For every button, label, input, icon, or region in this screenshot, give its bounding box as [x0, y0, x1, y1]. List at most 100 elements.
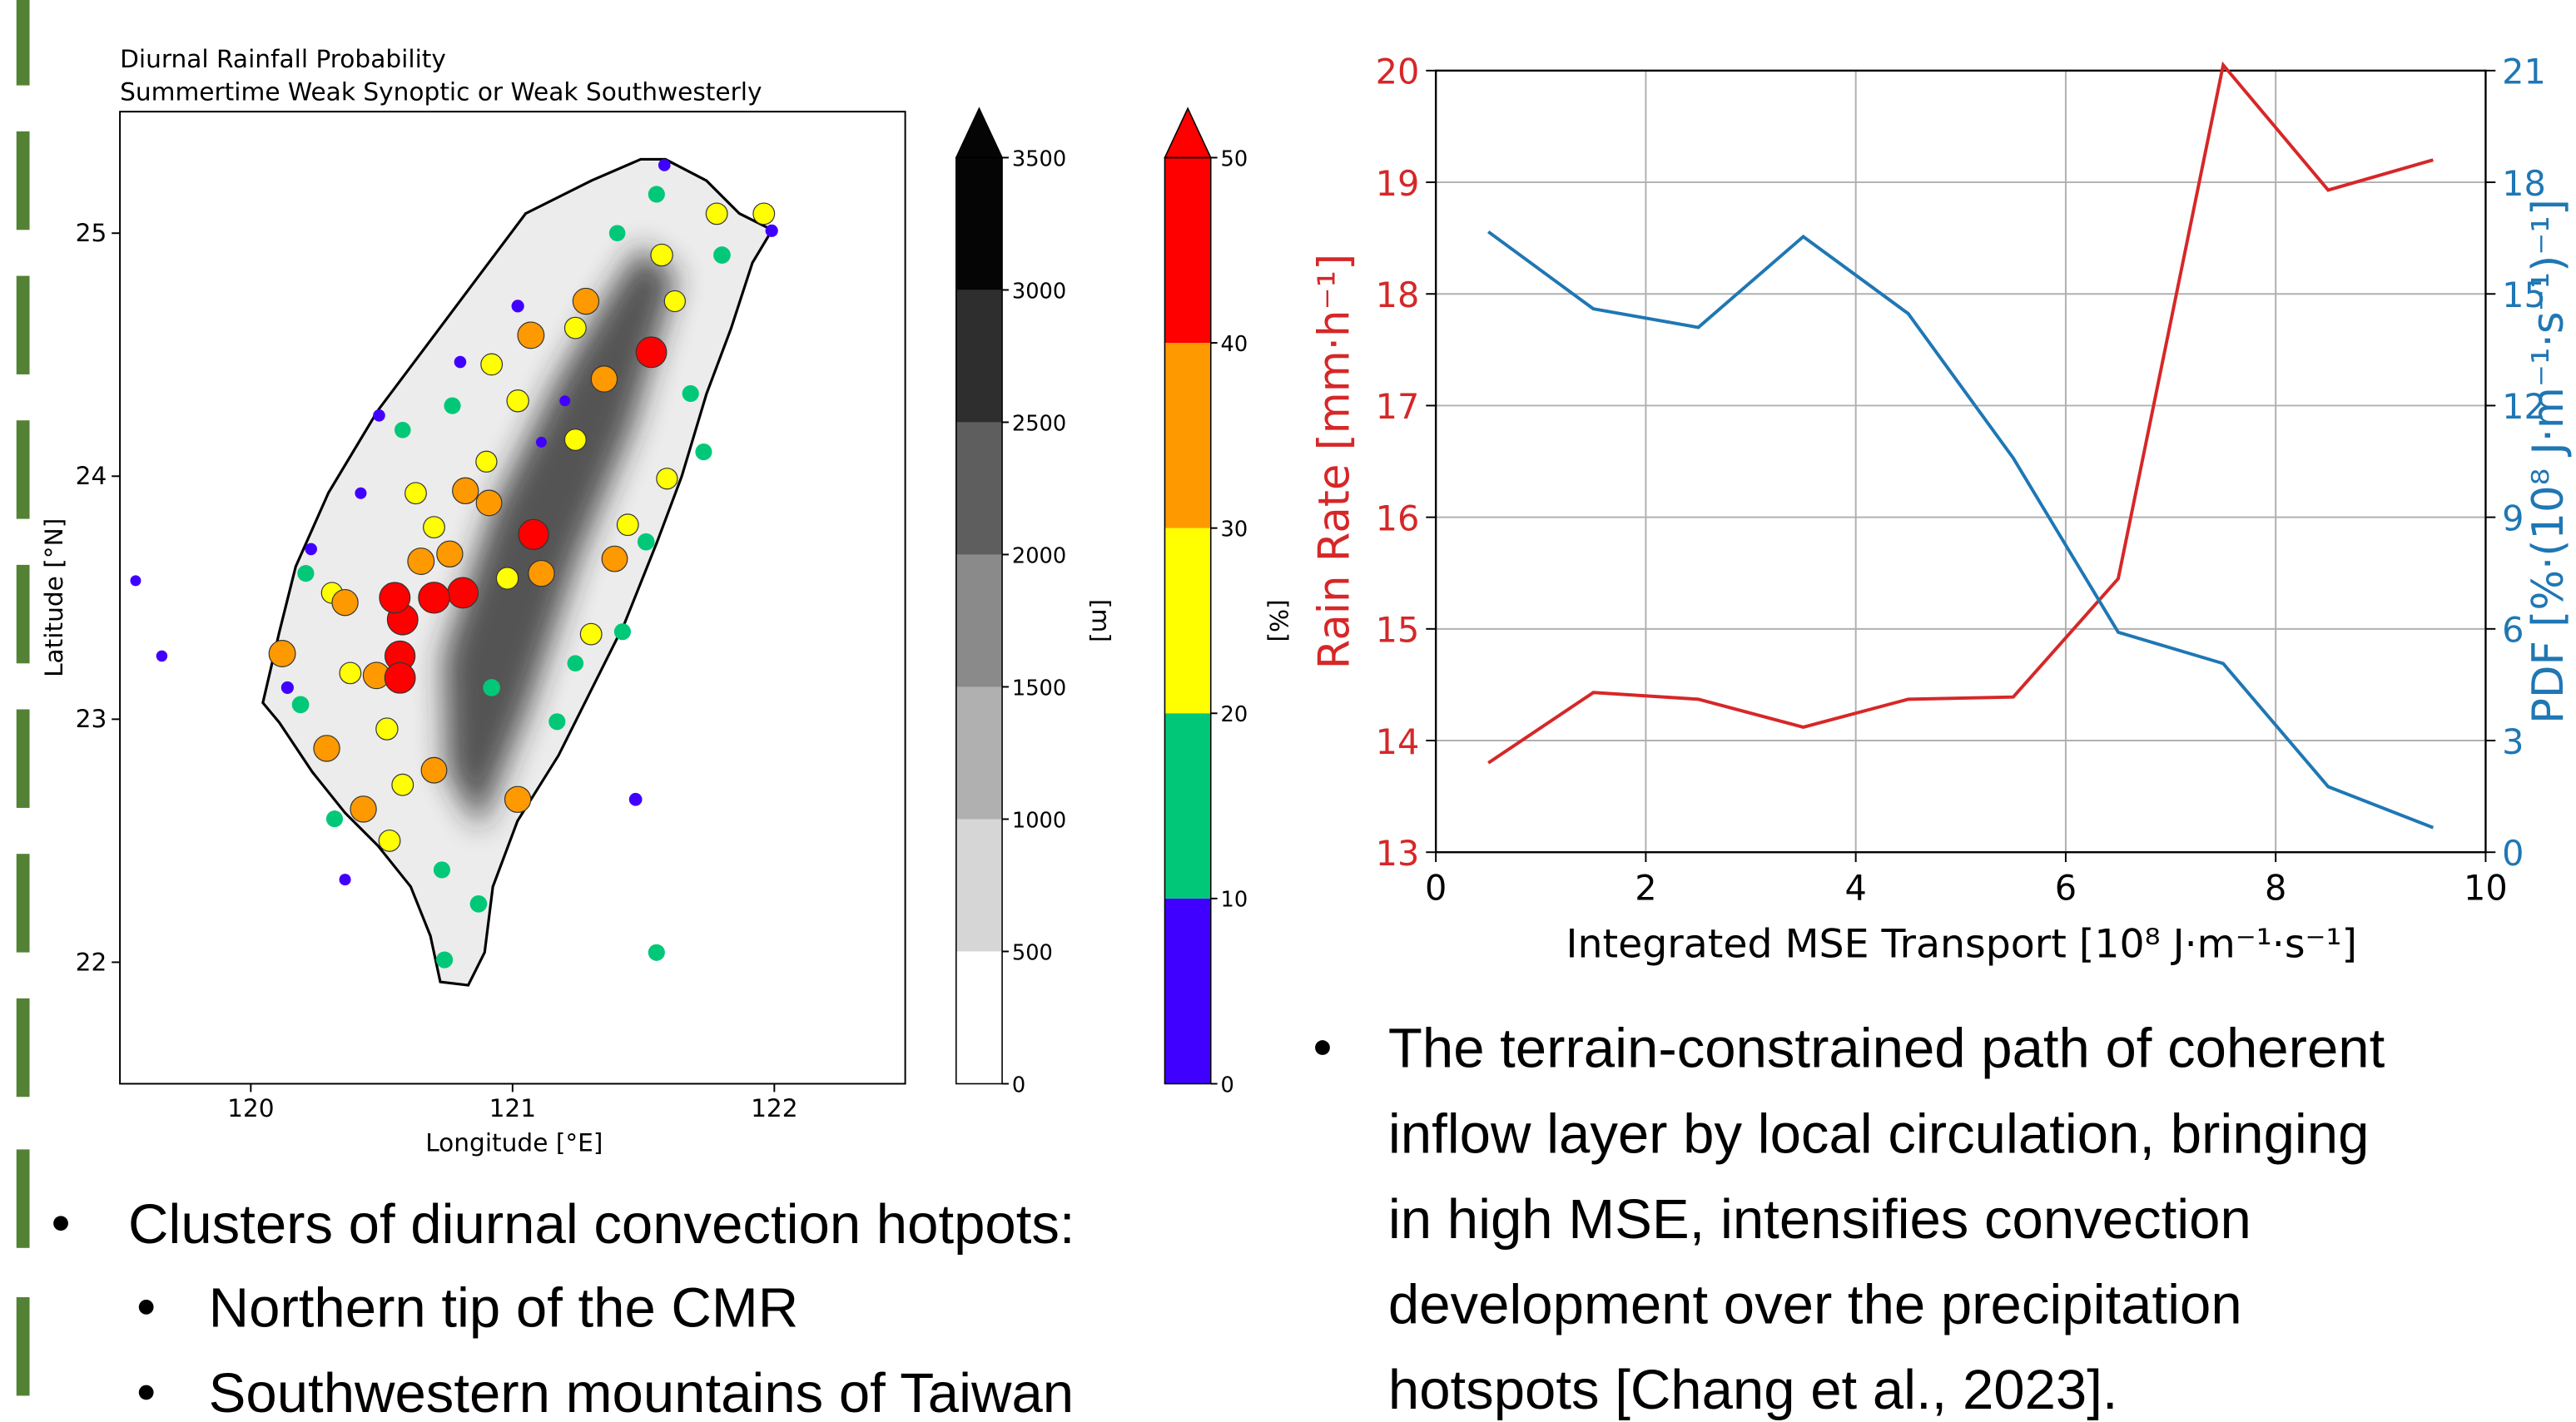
y2-tick-label: 0 [2502, 834, 2524, 874]
station-point [483, 679, 500, 696]
station-point [380, 582, 410, 613]
map-chart: Diurnal Rainfall Probability Summertime … [40, 45, 1293, 1157]
station-point [355, 488, 366, 499]
y-tick-label: 17 [1376, 387, 1420, 427]
x-tick-label: 8 [2265, 868, 2286, 908]
station-point [314, 736, 340, 761]
station-point [559, 395, 570, 406]
station-point [629, 793, 643, 806]
station-point [421, 757, 447, 783]
y2-tick-label: 12 [2502, 387, 2546, 427]
station-point [648, 186, 665, 202]
y2-tick-label: 9 [2502, 498, 2524, 538]
y-tick-label: 14 [1376, 722, 1420, 762]
station-point [373, 409, 385, 422]
colorbar-segment [956, 290, 1002, 422]
station-point [476, 490, 502, 516]
colorbar-segment [956, 157, 1002, 290]
y-tick-label: 19 [1376, 164, 1420, 204]
station-point [766, 225, 778, 237]
x-tick-label: 121 [489, 1094, 537, 1122]
colorbar-segment [1164, 713, 1210, 899]
y-axis-label: Rain Rate [mm·h⁻¹] [1310, 254, 1360, 669]
station-point [638, 533, 655, 551]
bullet-text-line: The terrain-constrained path of coherent [1388, 1018, 2385, 1080]
colorbar-label: [%] [1264, 599, 1293, 642]
station-point [379, 830, 400, 852]
station-point [536, 437, 547, 448]
station-point [505, 786, 531, 812]
y-tick-label: 16 [1376, 498, 1420, 538]
station-point [706, 203, 727, 225]
station-point [326, 810, 343, 827]
colorbar-segment [956, 422, 1002, 554]
y2-tick-label: 3 [2502, 722, 2524, 762]
y2-tick-label: 21 [2502, 52, 2546, 92]
x-tick-label: 10 [2464, 868, 2508, 908]
x-tick-label: 2 [1635, 868, 1656, 908]
station-point [564, 429, 586, 451]
station-point [657, 468, 678, 489]
station-point [564, 317, 586, 339]
map-title: Diurnal Rainfall Probability [120, 45, 446, 73]
colorbar-tick-label: 1500 [1012, 676, 1066, 701]
x-axis-label: Longitude [°E] [425, 1128, 603, 1157]
colorbar-tick-label: 500 [1012, 940, 1053, 965]
station-point [507, 390, 529, 412]
station-point [297, 565, 314, 582]
station-point [695, 443, 712, 460]
colorbar-tick-label: 0 [1221, 1073, 1234, 1097]
bullet-text-line: development over the precipitation [1388, 1274, 2242, 1336]
y-tick-label: 22 [76, 948, 107, 976]
station-point [454, 356, 467, 369]
station-point [385, 662, 415, 693]
station-point [392, 774, 414, 795]
station-point [476, 451, 497, 472]
station-point [682, 385, 699, 402]
station-point [340, 874, 351, 885]
y-axis-label: Latitude [°N] [40, 518, 68, 677]
station-point [602, 546, 628, 572]
station-point [424, 517, 445, 538]
station-point [617, 514, 638, 536]
slide: Diurnal Rainfall Probability Summertime … [0, 0, 2576, 1422]
station-point [437, 541, 463, 567]
station-point [609, 225, 626, 241]
station-point [568, 655, 584, 671]
station-point [529, 561, 554, 587]
station-point [512, 300, 524, 312]
x-tick-label: 4 [1844, 868, 1866, 908]
station-point [376, 718, 398, 740]
station-point [481, 354, 503, 375]
station-point [636, 337, 667, 368]
station-point [470, 895, 488, 913]
station-point [332, 590, 358, 616]
bullet-text-line: in high MSE, intensifies convection [1388, 1188, 2251, 1251]
station-point [580, 623, 602, 645]
sub-bullet-text: Northern tip of the CMR [209, 1277, 799, 1340]
colorbar-tick-label: 2000 [1012, 543, 1066, 568]
bullet-text: Clusters of diurnal convection hotpots: [128, 1193, 1075, 1256]
station-point [519, 519, 548, 549]
y-tick-label: 24 [76, 462, 107, 490]
line-chart: Integrated MSE Transport [10⁸ J·m⁻¹·s⁻¹]… [1310, 52, 2574, 968]
sub-bullet-text: Southwestern mountains of Taiwan [209, 1362, 1074, 1422]
colorbar-tick-label: 50 [1221, 146, 1248, 171]
colorbar-segment [1164, 157, 1210, 343]
station-point [496, 567, 518, 589]
colorbar-segment [1164, 343, 1210, 528]
colorbar-tick-label: 3000 [1012, 279, 1066, 304]
station-point [292, 696, 310, 714]
station-point [395, 422, 411, 438]
colorbar-tick-label: 1000 [1012, 808, 1066, 833]
colorbar-tick-label: 40 [1221, 332, 1248, 357]
colorbar-tick-label: 30 [1221, 518, 1248, 543]
station-point [548, 713, 565, 730]
station-point [453, 478, 479, 503]
data-line [1488, 65, 2433, 763]
bullet-text-line: hotspots [Chang et al., 2023]. [1388, 1359, 2118, 1421]
station-point [130, 575, 141, 586]
y-tick-label: 25 [76, 219, 107, 247]
station-point [340, 662, 361, 684]
bullet-dot [53, 1216, 68, 1231]
